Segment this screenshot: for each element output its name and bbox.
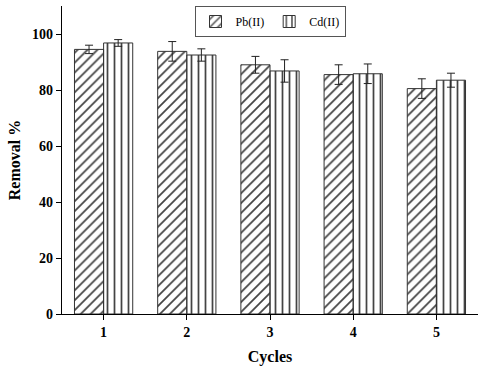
svg-text:40: 40 — [39, 195, 53, 210]
svg-text:1: 1 — [100, 325, 107, 340]
svg-text:Cd(II): Cd(II) — [309, 15, 339, 29]
svg-text:2: 2 — [183, 325, 190, 340]
svg-text:0: 0 — [46, 307, 53, 322]
svg-text:Pb(II): Pb(II) — [236, 15, 265, 29]
svg-text:80: 80 — [39, 83, 53, 98]
svg-text:4: 4 — [350, 325, 357, 340]
svg-text:5: 5 — [433, 325, 440, 340]
svg-text:3: 3 — [267, 325, 274, 340]
svg-text:20: 20 — [39, 251, 53, 266]
svg-text:Removal %: Removal % — [6, 120, 23, 200]
svg-text:Cycles: Cycles — [248, 348, 292, 366]
svg-text:60: 60 — [39, 139, 53, 154]
svg-text:100: 100 — [32, 27, 53, 42]
